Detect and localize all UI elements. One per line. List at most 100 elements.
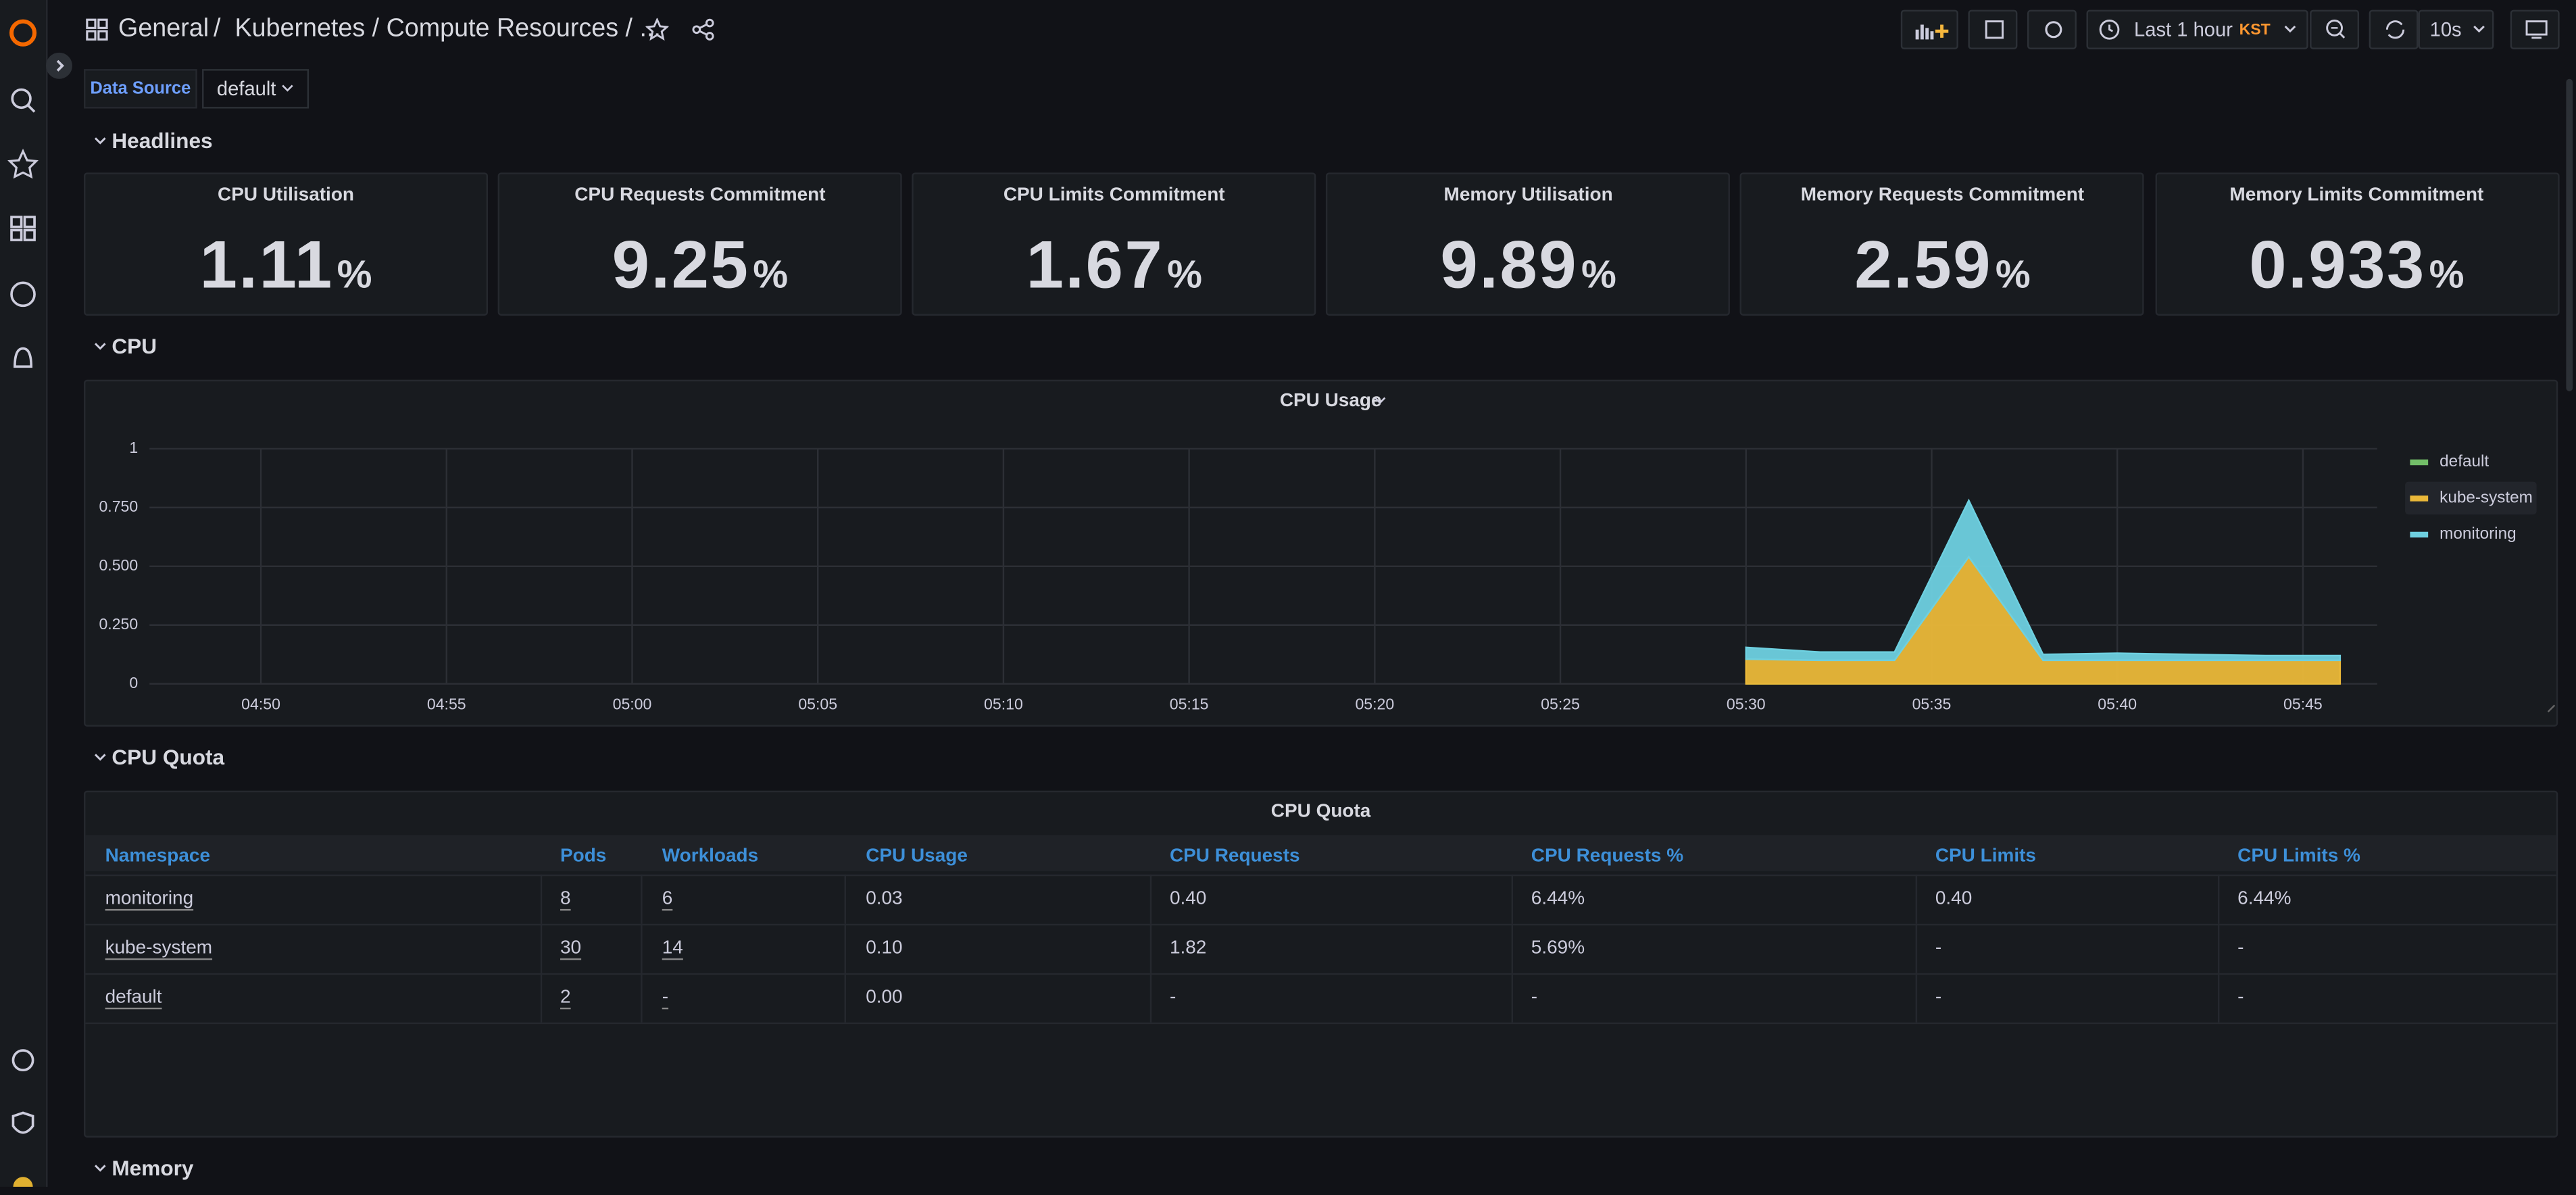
chart-title[interactable]: CPU Usage — [1280, 389, 1382, 410]
scrollbar[interactable] — [2566, 78, 2573, 391]
cell-link[interactable]: 6 — [662, 889, 673, 909]
settings-button[interactable] — [2027, 9, 2077, 49]
cell: - — [2237, 938, 2244, 958]
cell-link[interactable]: 14 — [662, 938, 683, 958]
dashboards-icon[interactable] — [10, 216, 36, 241]
y-tick-label: 0.500 — [99, 556, 138, 574]
breadcrumb-path[interactable]: / Kubernetes / Compute Resources / ... — [214, 14, 661, 43]
cell-divider — [2217, 923, 2220, 973]
y-tick-label: 1 — [129, 439, 138, 456]
time-picker[interactable]: Last 1 hour KST — [2086, 9, 2308, 49]
column-header[interactable]: CPU Requests — [1169, 846, 1300, 867]
cell-link[interactable]: - — [662, 987, 669, 1008]
area-series — [1745, 555, 2342, 685]
explore-icon[interactable] — [10, 281, 36, 308]
cell-link[interactable]: 30 — [560, 938, 582, 958]
stat-unit: % — [1167, 253, 1202, 298]
x-tick-label: 05:25 — [1541, 695, 1580, 712]
admin-icon[interactable] — [11, 1111, 34, 1134]
table-title: CPU Quota — [1270, 802, 1371, 822]
cell-divider — [2217, 874, 2220, 924]
stat-number: 1.11 — [199, 226, 334, 303]
column-header[interactable]: CPU Limits — [1935, 846, 2036, 867]
row-header[interactable]: CPU — [92, 334, 157, 358]
x-tick-label: 05:05 — [798, 695, 837, 712]
add-panel-button[interactable] — [1900, 9, 1958, 49]
stat-title: CPU Limits Commitment — [1003, 185, 1225, 205]
cell-divider — [1915, 923, 1918, 973]
row-header[interactable]: Memory — [92, 1155, 194, 1181]
x-tick-label: 05:45 — [2283, 695, 2323, 712]
stat-title: Memory Utilisation — [1443, 185, 1613, 205]
column-header[interactable]: Namespace — [105, 846, 211, 867]
save-button[interactable] — [1968, 9, 2018, 49]
stat-number: 0.933 — [2249, 226, 2426, 303]
time-range: Last 1 hour — [2133, 18, 2233, 41]
variable-value: default — [216, 77, 276, 101]
stat-value: 0.933% — [2156, 227, 2557, 304]
cell: 5.69% — [1531, 938, 1585, 958]
cell: 6.44% — [2237, 889, 2292, 909]
column-header[interactable]: CPU Requests % — [1531, 846, 1684, 867]
legend-swatch[interactable] — [2410, 459, 2429, 466]
row-title: Memory — [112, 1155, 194, 1181]
legend-label[interactable]: default — [2439, 452, 2489, 470]
user-avatar[interactable] — [13, 1177, 33, 1195]
cell-divider — [1511, 923, 1514, 973]
cell-divider — [1915, 874, 1918, 924]
cell-divider — [1149, 874, 1152, 924]
legend-swatch[interactable] — [2410, 531, 2429, 538]
row-header[interactable]: CPU Quota — [92, 745, 224, 769]
sidebar — [0, 0, 48, 1195]
breadcrumb-root[interactable]: General — [118, 14, 209, 43]
legend-label[interactable]: monitoring — [2439, 525, 2516, 543]
cpu-usage-panel: CPU Usage 0 0.250 0.500 0.750 1 04:50 04:55 05:… — [83, 379, 2558, 727]
stat-unit: % — [1995, 253, 2031, 298]
legend-label[interactable]: kube-system — [2439, 488, 2533, 506]
row-title: CPU — [112, 333, 157, 359]
column-header[interactable]: CPU Usage — [866, 846, 968, 867]
search-icon[interactable] — [11, 88, 32, 109]
refresh-interval[interactable]: 10s — [2418, 9, 2494, 49]
cell-divider — [641, 923, 643, 973]
starred-icon[interactable] — [7, 148, 39, 179]
x-tick-label: 05:00 — [613, 695, 652, 712]
alerting-icon[interactable] — [14, 347, 33, 368]
cell-link[interactable]: 2 — [560, 987, 571, 1008]
stat-value: 1.67% — [914, 227, 1314, 304]
cell-divider — [540, 973, 543, 1023]
variable-select[interactable]: default — [202, 69, 309, 109]
cell: 6.44% — [1531, 889, 1585, 909]
stat-panel: CPU Utilisation 1.11% — [83, 172, 489, 316]
row-border — [85, 874, 2556, 924]
stat-value: 9.89% — [1328, 227, 1729, 304]
cell-link[interactable]: default — [105, 987, 162, 1008]
variable-label: Data Source — [83, 69, 197, 109]
row-header[interactable]: Headlines — [92, 128, 213, 153]
cell: 0.03 — [866, 889, 903, 909]
row-title: CPU Quota — [112, 744, 225, 770]
share-button[interactable] — [691, 18, 714, 41]
column-header[interactable]: CPU Limits % — [2237, 846, 2360, 867]
cell: - — [1935, 987, 1942, 1008]
cell-link[interactable]: kube-system — [105, 938, 213, 958]
cell: 0.00 — [866, 987, 903, 1008]
column-header[interactable]: Pods — [560, 846, 607, 867]
tv-mode-button[interactable] — [2510, 9, 2560, 49]
cell-link[interactable]: monitoring — [105, 889, 194, 909]
stat-panel: Memory Requests Commitment 2.59% — [1740, 172, 2145, 316]
cell: 0.10 — [866, 938, 903, 958]
x-tick-label: 04:50 — [241, 695, 280, 712]
grafana-logo[interactable] — [9, 19, 37, 47]
y-tick-label: 0.750 — [99, 497, 138, 515]
column-header[interactable]: Workloads — [662, 846, 759, 867]
legend-swatch[interactable] — [2410, 495, 2429, 502]
cell-link[interactable]: 8 — [560, 889, 571, 909]
sidebar-toggle[interactable] — [46, 52, 72, 79]
star-button[interactable] — [645, 18, 669, 41]
zoom-out-button[interactable] — [2310, 9, 2360, 49]
refresh-button[interactable] — [2369, 9, 2419, 49]
x-tick-label: 05:30 — [1727, 695, 1766, 712]
config-icon[interactable] — [11, 1049, 34, 1072]
